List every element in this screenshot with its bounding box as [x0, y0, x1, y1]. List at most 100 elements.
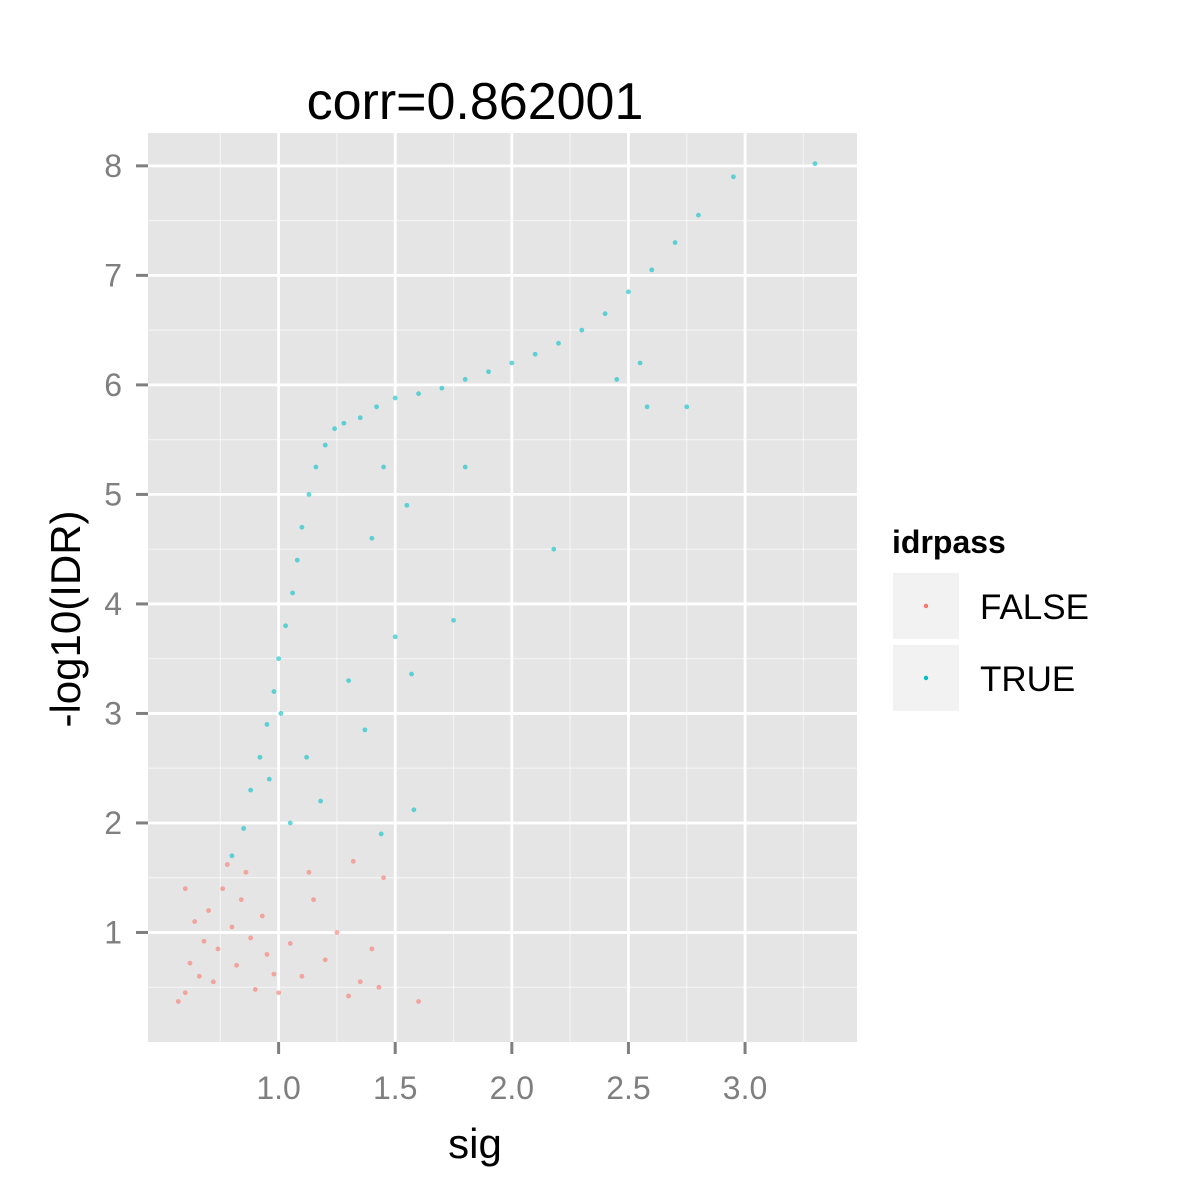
point-true	[684, 404, 690, 410]
point-true	[381, 464, 386, 470]
minor-grid	[148, 133, 857, 1042]
point-true	[696, 212, 701, 218]
point-false	[182, 886, 188, 892]
x-tick-label: 1.5	[373, 1070, 417, 1106]
point-true	[556, 340, 561, 346]
legend-dot-true	[923, 675, 929, 681]
point-false	[234, 962, 240, 968]
point-true	[486, 369, 491, 375]
y-tick-label: 3	[104, 695, 122, 731]
point-false	[224, 862, 230, 867]
point-true	[378, 831, 384, 837]
y-tick-label: 1	[104, 914, 122, 950]
point-true	[532, 351, 538, 357]
point-false	[271, 971, 277, 977]
point-false	[299, 973, 305, 979]
point-true	[637, 360, 643, 366]
y-tick-label: 2	[104, 805, 122, 841]
point-true	[649, 267, 655, 273]
legend-title: idrpass	[892, 524, 1006, 560]
point-false	[238, 897, 244, 903]
point-false	[248, 935, 254, 941]
point-true	[362, 727, 368, 733]
point-false	[182, 990, 188, 996]
point-true	[257, 754, 263, 760]
point-false	[259, 913, 265, 919]
point-true	[812, 161, 818, 167]
x-tick-label: 2.0	[490, 1070, 534, 1106]
point-false	[215, 946, 221, 952]
point-true	[332, 426, 337, 432]
point-true	[602, 311, 608, 317]
legend-item-true: TRUE	[893, 645, 1075, 711]
point-true	[462, 377, 468, 382]
point-false	[201, 938, 207, 944]
chart-title: corr=0.862001	[307, 73, 644, 131]
point-true	[341, 420, 347, 426]
y-tick-label: 5	[104, 476, 122, 512]
point-true	[614, 377, 620, 382]
point-true	[404, 502, 410, 508]
point-false	[264, 951, 270, 957]
point-true	[509, 360, 515, 366]
y-axis: 1 2 3 4 5 6 7 8	[104, 148, 148, 950]
point-true	[730, 174, 736, 180]
point-true	[374, 404, 379, 410]
point-true	[626, 289, 631, 295]
point-false	[334, 930, 340, 935]
point-true	[294, 557, 300, 563]
point-true	[306, 492, 312, 497]
point-true	[357, 415, 363, 421]
point-false	[243, 869, 249, 875]
point-true	[462, 464, 468, 470]
point-false	[311, 897, 316, 903]
major-grid	[148, 133, 857, 1042]
point-false	[350, 858, 356, 864]
y-tick-label: 6	[104, 367, 122, 403]
point-false	[287, 941, 293, 946]
point-false	[220, 886, 226, 892]
point-true	[439, 385, 445, 391]
x-tick-label: 1.0	[256, 1070, 300, 1106]
point-true	[409, 671, 414, 677]
point-true	[644, 404, 650, 410]
legend-dot-false	[923, 603, 929, 609]
point-true	[313, 464, 319, 470]
point-false	[381, 875, 386, 881]
point-true	[229, 853, 235, 859]
point-true	[287, 820, 293, 826]
point-false	[210, 979, 216, 985]
point-true	[672, 240, 678, 245]
legend-label-false: FALSE	[980, 588, 1089, 627]
y-tick-label: 8	[104, 148, 122, 184]
plot-panel	[148, 133, 857, 1042]
point-false	[346, 993, 351, 999]
point-true	[392, 634, 398, 640]
point-true	[451, 617, 456, 623]
point-false	[306, 869, 312, 875]
point-false	[376, 984, 382, 990]
point-true	[579, 327, 585, 333]
legend: idrpass FALSE TRUE	[892, 524, 1089, 711]
legend-label-true: TRUE	[980, 660, 1075, 699]
point-true	[264, 721, 270, 727]
point-false	[206, 908, 212, 913]
point-false	[229, 924, 235, 930]
point-true	[271, 689, 277, 694]
x-axis-title: sig	[448, 1120, 502, 1167]
x-tick-label: 2.5	[606, 1070, 650, 1106]
point-true	[278, 711, 284, 716]
point-true	[346, 678, 351, 683]
data-points	[175, 161, 818, 1004]
point-true	[304, 754, 309, 760]
point-false	[252, 987, 258, 992]
point-true	[241, 826, 247, 831]
x-axis: 1.0 1.5 2.0 2.5 3.0	[256, 1042, 767, 1106]
point-true	[283, 623, 289, 629]
point-false	[322, 957, 328, 963]
point-true	[276, 656, 282, 662]
point-true	[290, 590, 295, 596]
point-true	[392, 395, 398, 401]
point-false	[416, 999, 421, 1004]
